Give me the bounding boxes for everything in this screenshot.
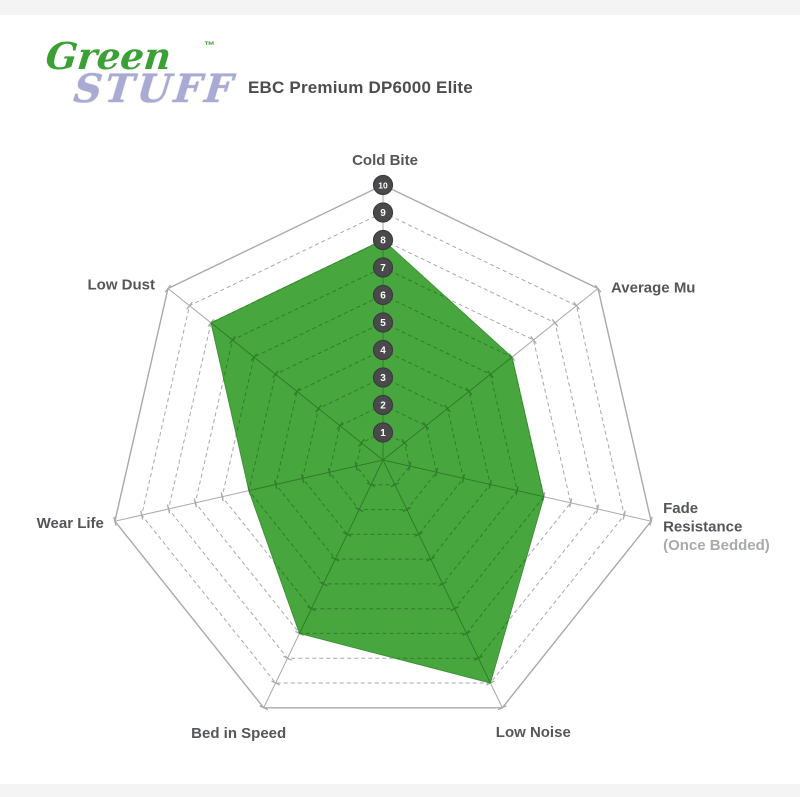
scale-circle <box>372 174 394 196</box>
axis-label-fade-resistance: Fade <box>663 500 698 517</box>
scale-number: 6 <box>380 291 386 302</box>
scale-number: 3 <box>380 373 386 384</box>
page-margin-bottom <box>0 784 800 797</box>
axis-label-wear-life: Wear Life <box>37 515 104 532</box>
scale-number: 7 <box>380 263 386 274</box>
scale-circle <box>372 339 394 361</box>
axis-label-low-dust: Low Dust <box>88 277 156 294</box>
scale-circle <box>372 394 394 416</box>
scale-circle <box>372 257 394 278</box>
scale-circle <box>372 422 394 443</box>
chart-title: EBC Premium DP6000 Elite <box>248 78 473 97</box>
green-stuff-logo: STUFF Green ™ <box>44 34 246 133</box>
scale-circle <box>372 229 394 251</box>
axis-label-fade-resistance: Resistance <box>663 519 742 536</box>
axis-label-average-mu: Average Mu <box>611 280 695 297</box>
scale-number: 5 <box>380 318 386 329</box>
scale-circle <box>372 202 394 223</box>
axis-label-fade-resistance: (Once Bedded) <box>663 537 770 554</box>
axis-label-cold-bite: Cold Bite <box>352 152 418 169</box>
scale-circle <box>372 284 394 306</box>
scale-number: 2 <box>380 401 386 412</box>
scale-number: 4 <box>380 346 386 357</box>
axis-labels: Cold Bite Average Mu Fade Resistance(Once B… <box>37 152 770 742</box>
scale-number: 1 <box>380 428 386 439</box>
scale-number: 8 <box>380 236 386 247</box>
scale-circle <box>372 367 394 388</box>
trademark-symbol: ™ <box>204 40 215 52</box>
axis-label-bed-in-speed: Bed in Speed <box>191 725 286 742</box>
page-margin-top <box>0 0 800 15</box>
scale-markers: 1 2 3 4 5 6 7 8 9 10 <box>372 174 394 443</box>
axis-label-low-noise: Low Noise <box>496 724 571 741</box>
scale-number: 10 <box>378 181 388 191</box>
scale-circle <box>372 312 394 333</box>
scale-number: 9 <box>380 208 386 219</box>
